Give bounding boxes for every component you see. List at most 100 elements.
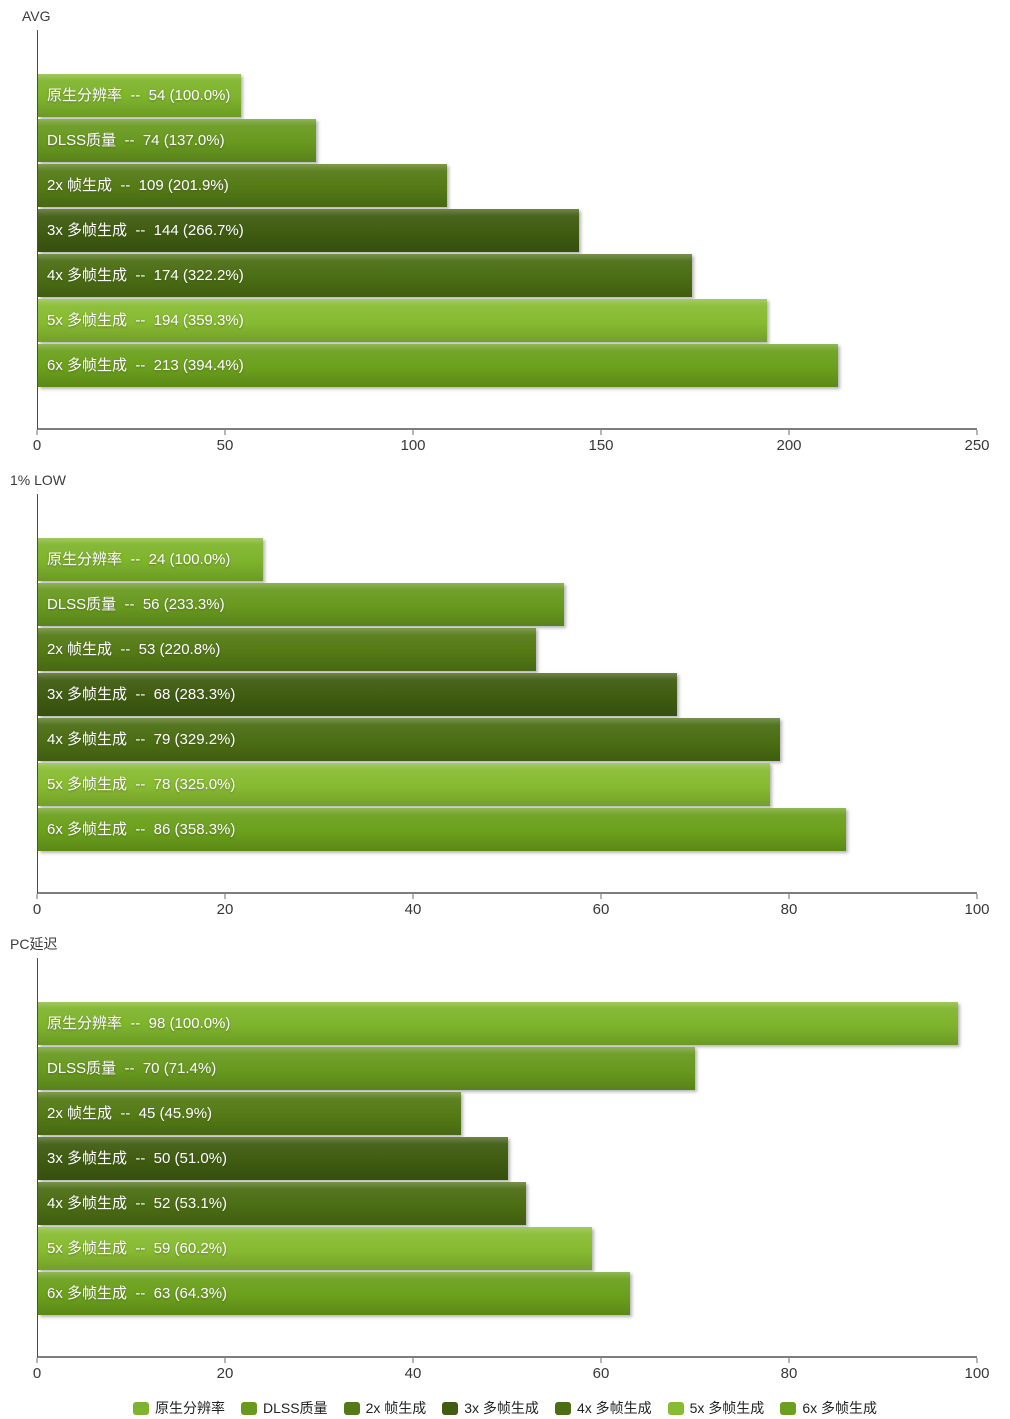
legend: 原生分辨率 DLSS质量 2x 帧生成 3x 多帧生成 4x 多帧生成 5x 多帧生成 6x… xyxy=(0,1398,1010,1418)
bar-row: 3x 多帧生成 -- 68 (283.3%) xyxy=(38,673,677,716)
bar-value-label: 原生分辨率 -- 98 (100.0%) xyxy=(47,1015,231,1032)
x-axis-tick-label: 40 xyxy=(404,901,422,918)
bar-row: 3x 多帧生成 -- 50 (51.0%) xyxy=(38,1137,508,1180)
bars: 原生分辨率 -- 54 (100.0%) DLSS质量 -- 74 (137.0%… xyxy=(38,74,977,387)
bar-value-label: 2x 帧生成 -- 53 (220.8%) xyxy=(47,641,221,658)
x-axis-tick-mark xyxy=(412,430,414,435)
legend-label: 6x 多帧生成 xyxy=(802,1400,877,1416)
bar-value-label: 5x 多帧生成 -- 78 (325.0%) xyxy=(47,776,236,793)
x-axis-tick-label: 250 xyxy=(964,437,990,454)
chart-title: AVG xyxy=(22,8,51,24)
bar-value-label: DLSS质量 -- 74 (137.0%) xyxy=(47,132,225,149)
x-axis-tick-mark xyxy=(224,1358,226,1363)
legend-swatch-icon xyxy=(442,1401,459,1415)
bar-row: 6x 多帧生成 -- 213 (394.4%) xyxy=(38,344,839,387)
legend-item: 5x 多帧生成 xyxy=(667,1398,765,1418)
bar-row: 2x 帧生成 -- 45 (45.9%) xyxy=(38,1092,461,1135)
x-axis-tick-mark xyxy=(224,430,226,435)
x-axis-tick-label: 40 xyxy=(404,1365,422,1382)
bar-row: 5x 多帧生成 -- 194 (359.3%) xyxy=(38,299,767,342)
bar-row: 4x 多帧生成 -- 79 (329.2%) xyxy=(38,718,780,761)
x-axis-tick-mark xyxy=(788,1358,790,1363)
x-axis-tick-mark xyxy=(412,1358,414,1363)
x-axis-tick-mark xyxy=(788,430,790,435)
bar-row: 2x 帧生成 -- 53 (220.8%) xyxy=(38,628,536,671)
bars: 原生分辨率 -- 24 (100.0%) DLSS质量 -- 56 (233.3%… xyxy=(38,538,977,851)
bar-row: 原生分辨率 -- 24 (100.0%) xyxy=(38,538,264,581)
x-axis: 0 20 40 60 80 100 xyxy=(33,1358,990,1390)
x-axis-tick-mark xyxy=(976,430,978,435)
x-axis-tick-label: 80 xyxy=(780,901,798,918)
x-axis-tick-label: 20 xyxy=(216,1365,234,1382)
legend-item: 原生分辨率 xyxy=(132,1398,225,1418)
bar-value-label: 3x 多帧生成 -- 68 (283.3%) xyxy=(47,686,236,703)
bar-value-label: 4x 多帧生成 -- 79 (329.2%) xyxy=(47,731,236,748)
bar-value-label: 原生分辨率 -- 54 (100.0%) xyxy=(47,87,231,104)
bar-value-label: 3x 多帧生成 -- 144 (266.7%) xyxy=(47,222,244,239)
bar-value-label: 6x 多帧生成 -- 63 (64.3%) xyxy=(47,1285,228,1302)
x-axis: 0 50 100 150 200 250 xyxy=(33,430,990,462)
bar-value-label: 6x 多帧生成 -- 213 (394.4%) xyxy=(47,357,244,374)
legend-label: 3x 多帧生成 xyxy=(464,1400,539,1416)
x-axis-tick-mark xyxy=(788,894,790,899)
bar-value-label: 原生分辨率 -- 24 (100.0%) xyxy=(47,551,231,568)
legend-swatch-icon xyxy=(780,1401,797,1415)
bars: 原生分辨率 -- 98 (100.0%) DLSS质量 -- 70 (71.4%)… xyxy=(38,1002,977,1315)
bar-value-label: 2x 帧生成 -- 45 (45.9%) xyxy=(47,1105,213,1122)
legend-item: 4x 多帧生成 xyxy=(554,1398,652,1418)
bar-row: DLSS质量 -- 70 (71.4%) xyxy=(38,1047,696,1090)
x-axis-tick-mark xyxy=(976,894,978,899)
chart-title: 1% LOW xyxy=(10,472,67,488)
plot-area: 原生分辨率 -- 54 (100.0%) DLSS质量 -- 74 (137.0%… xyxy=(37,30,977,430)
x-axis-tick-label: 80 xyxy=(780,1365,798,1382)
bar-row: 3x 多帧生成 -- 144 (266.7%) xyxy=(38,209,579,252)
bar-value-label: 4x 多帧生成 -- 174 (322.2%) xyxy=(47,267,244,284)
x-axis-tick-label: 60 xyxy=(592,901,610,918)
x-axis-tick-label: 50 xyxy=(216,437,234,454)
bar-value-label: 5x 多帧生成 -- 194 (359.3%) xyxy=(47,312,244,329)
bar-row: 2x 帧生成 -- 109 (201.9%) xyxy=(38,164,448,207)
legend-item: 3x 多帧生成 xyxy=(442,1398,539,1418)
bar-value-label: 2x 帧生成 -- 109 (201.9%) xyxy=(47,177,229,194)
bar-row: 4x 多帧生成 -- 174 (322.2%) xyxy=(38,254,692,297)
x-axis-tick-mark xyxy=(224,894,226,899)
plot-area: 原生分辨率 -- 98 (100.0%) DLSS质量 -- 70 (71.4%)… xyxy=(37,958,977,1358)
legend-swatch-icon xyxy=(554,1401,571,1415)
bar-value-label: 5x 多帧生成 -- 59 (60.2%) xyxy=(47,1240,228,1257)
legend-swatch-icon xyxy=(240,1401,257,1415)
chart-section-pc-latency: PC延迟 原生分辨率 -- 98 (100.0%) DLSS质量 -- 70 (7… xyxy=(0,926,1010,1390)
x-axis-tick-label: 20 xyxy=(216,901,234,918)
legend-swatch-icon xyxy=(667,1401,684,1415)
bar-value-label: DLSS质量 -- 56 (233.3%) xyxy=(47,596,225,613)
bar-value-label: 3x 多帧生成 -- 50 (51.0%) xyxy=(47,1150,228,1167)
x-axis-tick-mark xyxy=(36,1358,38,1363)
bar-row: 5x 多帧生成 -- 59 (60.2%) xyxy=(38,1227,592,1270)
x-axis-tick-mark xyxy=(600,1358,602,1363)
x-axis-tick-label: 100 xyxy=(400,437,426,454)
x-axis-tick-label: 60 xyxy=(592,1365,610,1382)
x-axis-tick-label: 0 xyxy=(32,1365,42,1382)
bar-row: 5x 多帧生成 -- 78 (325.0%) xyxy=(38,763,771,806)
legend-label: 5x 多帧生成 xyxy=(689,1400,765,1416)
x-axis-tick-label: 100 xyxy=(964,901,990,918)
x-axis-tick-mark xyxy=(412,894,414,899)
plot-area: 原生分辨率 -- 24 (100.0%) DLSS质量 -- 56 (233.3%… xyxy=(37,494,977,894)
legend-label: 2x 帧生成 xyxy=(365,1400,427,1416)
chart-title: PC延迟 xyxy=(10,936,58,952)
bar-row: DLSS质量 -- 74 (137.0%) xyxy=(38,119,316,162)
x-axis-tick-label: 150 xyxy=(588,437,614,454)
bar-value-label: 4x 多帧生成 -- 52 (53.1%) xyxy=(47,1195,228,1212)
bar-row: 原生分辨率 -- 54 (100.0%) xyxy=(38,74,241,117)
legend-swatch-icon xyxy=(132,1401,149,1415)
bar-row: DLSS质量 -- 56 (233.3%) xyxy=(38,583,564,626)
legend-label: DLSS质量 xyxy=(262,1400,328,1416)
legend-item: 6x 多帧生成 xyxy=(780,1398,877,1418)
bar-row: 6x 多帧生成 -- 63 (64.3%) xyxy=(38,1272,630,1315)
bar-value-label: DLSS质量 -- 70 (71.4%) xyxy=(47,1060,217,1077)
x-axis-tick-mark xyxy=(600,894,602,899)
bar-row: 6x 多帧生成 -- 86 (358.3%) xyxy=(38,808,846,851)
legend-item: DLSS质量 xyxy=(240,1398,328,1418)
x-axis: 0 20 40 60 80 100 xyxy=(33,894,990,926)
x-axis-tick-label: 0 xyxy=(32,901,42,918)
x-axis-tick-mark xyxy=(976,1358,978,1363)
